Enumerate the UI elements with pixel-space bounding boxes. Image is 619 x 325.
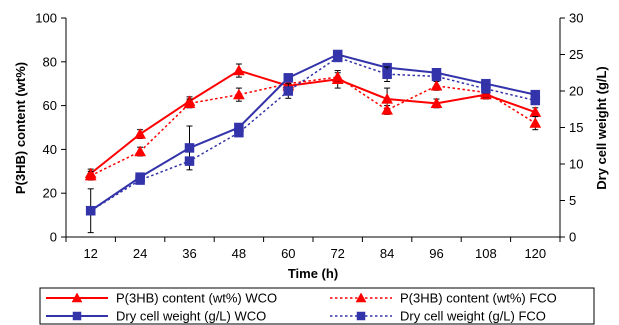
legend-label: Dry cell weight (g/L) WCO [116,309,266,324]
legend-label: P(3HB) content (wt%) WCO [116,291,277,306]
x-tick-label: 108 [475,246,497,261]
legend-entry-3: Dry cell weight (g/L) FCO [330,309,546,324]
right-tick-label: 5 [569,193,576,208]
triangle-marker [232,88,245,100]
legend: P(3HB) content (wt%) WCO P(3HB) content (… [39,287,595,325]
triangle-marker [381,93,394,104]
x-axis-title: Time (h) [288,266,338,281]
legend-box [39,287,595,325]
series-line [90,76,536,177]
square-marker [382,69,392,79]
x-axis: 12 24 36 48 60 72 84 96 108 120 [65,236,561,261]
x-tick-label: 84 [380,246,394,261]
series-line [90,53,536,212]
square-marker [530,95,541,106]
right-tick-label: 10 [569,157,583,172]
right-y-axis: 0 5 10 15 20 25 30 [559,11,583,245]
series-layer [84,49,542,234]
square-marker [234,127,244,138]
legend-entry-0: P(3HB) content (wt%) WCO [46,291,277,306]
left-tick-label: 20 [43,186,57,201]
right-tick-label: 30 [569,11,583,26]
left-tick-label: 40 [43,142,57,157]
square-marker [283,86,294,96]
left-axis-title: P(3HB) content (wt%) [13,62,28,194]
left-tick-label: 80 [43,54,57,69]
triangle-marker [71,292,83,303]
triangle-marker [430,97,443,109]
triangle-marker [134,145,147,157]
legend-label: Dry cell weight (g/L) FCO [400,309,546,324]
x-tick-label: 96 [429,246,443,261]
series-line [90,69,536,175]
left-tick-label: 60 [43,98,57,113]
right-tick-label: 0 [569,230,576,245]
triangle-marker [183,97,196,109]
square-marker [135,175,145,185]
triangle-marker [134,128,147,139]
square-marker [184,143,195,153]
x-tick-label: 24 [133,246,147,261]
triangle-marker [529,117,542,128]
series-3 [85,52,541,216]
left-tick-label: 100 [35,11,57,26]
right-axis-title: Dry cell weight (g/L) [594,66,609,190]
left-y-axis: 0 20 40 60 80 100 [35,11,67,245]
square-marker [72,311,82,321]
x-tick-label: 36 [182,246,196,261]
square-marker [184,156,195,166]
series-2 [85,49,541,234]
legend-entry-2: Dry cell weight (g/L) WCO [46,309,266,324]
x-tick-label: 120 [524,246,546,261]
triangle-marker [430,79,443,91]
x-tick-label: 72 [330,246,344,261]
right-tick-label: 15 [569,120,583,135]
square-marker [283,73,294,83]
square-marker [431,71,442,82]
triangle-marker [84,169,97,181]
x-tick-label: 48 [232,246,246,261]
x-tick-label: 12 [83,246,97,261]
legend-label: P(3HB) content (wt%) FCO [400,291,557,306]
triangle-marker [331,71,344,82]
square-marker [332,52,343,63]
square-marker [85,205,96,216]
square-marker [481,84,491,94]
left-tick-label: 0 [50,230,57,245]
x-tick-label: 60 [281,246,295,261]
triangle-marker [232,64,245,76]
square-marker [356,311,366,321]
right-tick-label: 25 [569,47,583,62]
triangle-marker [381,103,394,115]
right-tick-label: 20 [569,84,583,99]
triangle-marker [355,292,367,303]
legend-entry-1: P(3HB) content (wt%) FCO [330,291,557,306]
